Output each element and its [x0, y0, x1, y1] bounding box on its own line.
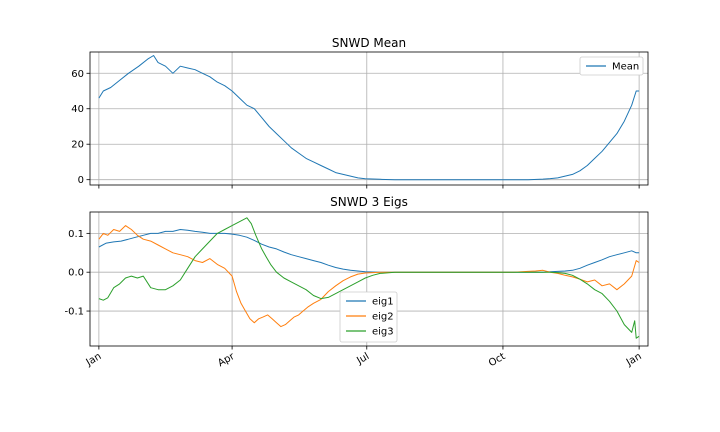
- eigs-legend-box: [339, 291, 398, 343]
- y-tick-label: 20: [71, 140, 84, 151]
- y-tick-label: 0.1: [68, 229, 84, 240]
- y-tick-label: 40: [71, 104, 84, 115]
- eigs-legend-label-eig1: eig1: [372, 297, 394, 308]
- mean-legend: Mean: [579, 56, 644, 76]
- mean-ticks: 0 20 40 60: [71, 69, 640, 189]
- mean-panel: SNWD Mean 0 20 40 60 Mean: [71, 36, 649, 189]
- mean-legend-label: Mean: [612, 62, 639, 73]
- y-tick-label: 0: [78, 175, 84, 186]
- eigs-legend-label-eig3: eig3: [372, 327, 394, 338]
- y-tick-label: 60: [71, 69, 84, 80]
- series-line-eig2: [98, 225, 640, 328]
- series-line-eig3: [98, 217, 640, 339]
- eigs-panel: SNWD 3 Eigs Jan Apr Jul Oct Jan-0.10.00.1 ei…: [64, 195, 649, 369]
- eigs-legend-label-eig2: eig2: [372, 312, 394, 323]
- mean-legend-box: [579, 56, 644, 76]
- y-tick-label: -0.1: [64, 307, 84, 318]
- mean-axes-frame: [89, 51, 649, 186]
- y-tick-label: 0.0: [68, 268, 84, 279]
- eigs-lines: [98, 217, 640, 339]
- mean-grid: [90, 52, 648, 185]
- mean-panel-title: SNWD Mean: [332, 36, 406, 50]
- eigs-axes-frame: [89, 211, 649, 347]
- series-line-eig1: [98, 229, 640, 273]
- eigs-ticks: Jan Apr Jul Oct Jan-0.10.00.1: [64, 229, 643, 369]
- series-line-Mean: [98, 55, 640, 181]
- mean-lines: [98, 55, 640, 181]
- eigs-legend: eig1 eig2 eig3: [339, 291, 398, 343]
- eigs-panel-title: SNWD 3 Eigs: [330, 195, 408, 209]
